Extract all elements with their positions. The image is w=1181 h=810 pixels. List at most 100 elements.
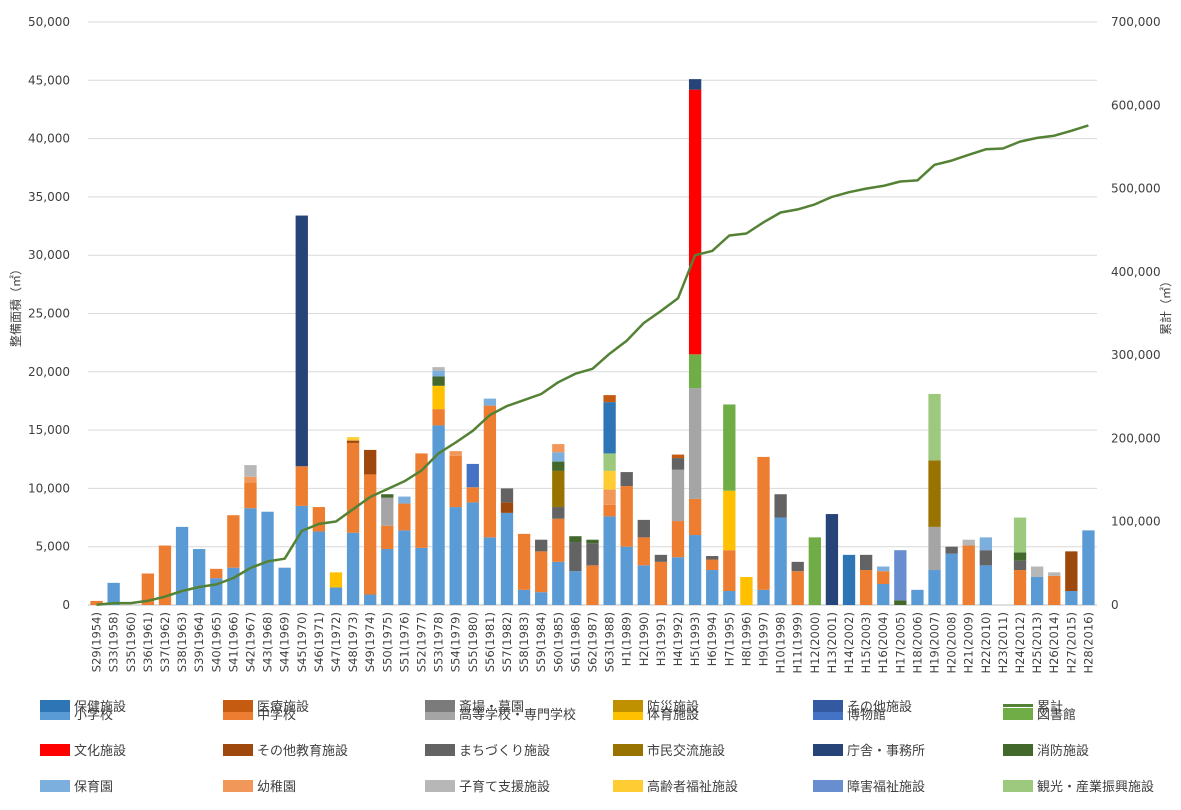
bar-segment — [774, 517, 787, 605]
legend-label: 医療施設 — [257, 700, 310, 715]
bar-segment — [1065, 551, 1078, 592]
bar-segment — [603, 504, 616, 517]
bar-segment — [107, 582, 120, 605]
bar-segment — [193, 549, 206, 605]
bar-segment — [979, 537, 992, 551]
bar-segment — [1048, 572, 1061, 576]
x-tick-label: H13(2001) — [825, 612, 839, 674]
legend-swatch — [223, 743, 253, 756]
legend-label: その他施設 — [847, 700, 913, 715]
bar-segment — [791, 561, 804, 572]
bar-segment — [432, 367, 445, 371]
legend-item: その他教育施設 — [223, 740, 348, 759]
y2-axis-ticks: 0 100,000 200,000 300,000 400,000 500,000 600,… — [1111, 15, 1161, 612]
x-tick-label: S29(1954) — [90, 612, 104, 672]
legend-label: 図書館 — [1037, 708, 1077, 723]
bar-segment — [569, 542, 582, 572]
bar-segment — [535, 592, 548, 605]
bar-segment — [928, 393, 941, 461]
bar-segment — [398, 496, 411, 504]
x-tick-label: S38(1963) — [175, 612, 189, 672]
x-tick-label: H22(2010) — [979, 612, 993, 674]
bar-segment — [945, 553, 958, 605]
bar-segment — [432, 376, 445, 386]
bar-segment — [979, 550, 992, 566]
legend-label: 市民交流施設 — [647, 744, 726, 759]
x-tick-label: S48(1973) — [346, 612, 360, 672]
x-tick-label: S51(1976) — [397, 612, 411, 672]
bar-segment — [552, 561, 565, 605]
legend-label: 子育て支援施設 — [459, 780, 551, 795]
bar-segment — [842, 554, 856, 605]
y-tick-label: 20,000 — [28, 365, 70, 379]
bar-segment — [877, 566, 890, 572]
x-tick-label: S40(1965) — [209, 612, 223, 672]
legend-swatch — [425, 779, 455, 792]
bar-segment — [1013, 552, 1027, 561]
x-tick-label: H11(1999) — [791, 612, 805, 674]
legend-label: その他教育施設 — [257, 744, 349, 759]
bar-segment — [962, 545, 975, 605]
bar-segment — [774, 494, 787, 518]
x-tick-label: S58(1983) — [517, 612, 531, 672]
x-tick-label: S50(1975) — [380, 612, 394, 672]
bar-segment — [552, 452, 565, 462]
bar-segment — [740, 577, 753, 605]
y-tick-label: 5,000 — [36, 540, 70, 554]
x-tick-label: S45(1970) — [295, 612, 309, 672]
bar-segment — [312, 531, 326, 605]
legend-item: 斎場・墓園 — [425, 696, 524, 715]
bar-segment — [244, 482, 257, 509]
legend-item: 市民交流施設 — [613, 740, 725, 759]
legend: 小学校 中学校 高等学校・専門学校 体育施設 博物館 図書館 文化施設 その他教育施設 まちづく… — [40, 696, 1181, 808]
y-tick-label: 0 — [62, 598, 70, 612]
bar-segment — [791, 571, 804, 605]
bar-segment — [808, 537, 821, 605]
x-tick-label: H16(2004) — [876, 612, 890, 674]
legend-label: 消防施設 — [1037, 744, 1090, 759]
x-tick-label: S41(1966) — [226, 612, 240, 672]
legend-label: 観光・産業振興施設 — [1037, 780, 1155, 795]
legend-item: 防災施設 — [613, 696, 699, 715]
bar-segment — [945, 546, 958, 554]
bars — [90, 79, 1095, 605]
legend-label: 庁舎・事務所 — [847, 744, 926, 759]
x-tick-label: H3(1991) — [654, 612, 668, 666]
x-tick-label: S63(1988) — [603, 612, 617, 672]
bar-segment — [90, 600, 103, 605]
bar-segment — [603, 470, 616, 490]
legend-label: 体育施設 — [647, 708, 700, 723]
bar-segment — [620, 546, 633, 605]
bar-segment — [432, 425, 445, 605]
legend-label: 中学校 — [257, 708, 297, 723]
legend-swatch — [613, 779, 643, 792]
bar-segment — [432, 409, 445, 426]
x-tick-label: H24(2012) — [1013, 612, 1027, 674]
chart: 0 5,000 10,000 15,000 20,000 25,000 30,000 35,0… — [8, 15, 1173, 674]
bar-segment — [620, 486, 633, 547]
bar-segment — [552, 461, 565, 471]
bar-segment — [723, 404, 736, 491]
bar-segment — [312, 507, 326, 532]
y-tick-label: 15,000 — [28, 423, 70, 437]
bar-segment — [637, 519, 650, 538]
bar-segment — [603, 402, 616, 454]
bar-segment — [569, 571, 582, 605]
legend-label: 障害福祉施設 — [847, 780, 926, 795]
x-tick-label: H1(1989) — [620, 612, 634, 666]
bar-segment — [346, 440, 360, 443]
y-tick-label: 50,000 — [28, 15, 70, 29]
bar-segment — [449, 455, 462, 508]
bar-segment — [381, 525, 394, 550]
legend-swatch — [40, 743, 70, 756]
bar-segment — [1030, 566, 1044, 578]
bar-segment — [483, 398, 497, 406]
legend-item: 医療施設 — [223, 696, 309, 715]
x-tick-label: S49(1974) — [363, 612, 377, 672]
bar-segment — [517, 589, 531, 605]
y2-tick-label: 500,000 — [1111, 182, 1161, 196]
legend-label: まちづくり施設 — [459, 744, 551, 759]
bar-segment — [603, 395, 616, 403]
x-tick-label: H12(2000) — [808, 612, 822, 674]
bar-segment — [1082, 530, 1095, 605]
